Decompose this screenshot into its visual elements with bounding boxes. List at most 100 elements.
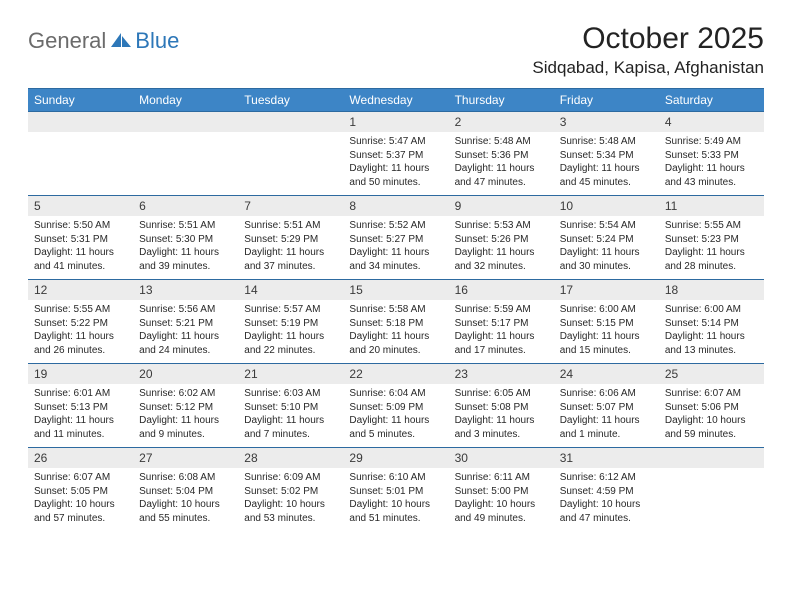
sunrise-text: Sunrise: 5:57 AM: [244, 303, 337, 317]
sunset-text: Sunset: 5:23 PM: [665, 233, 758, 247]
sunset-text: Sunset: 5:15 PM: [560, 317, 653, 331]
day-header-row: Sunday Monday Tuesday Wednesday Thursday…: [28, 89, 764, 112]
day-detail: [133, 132, 238, 196]
sunset-text: Sunset: 5:19 PM: [244, 317, 337, 331]
sunset-text: Sunset: 5:04 PM: [139, 485, 232, 499]
sunset-text: Sunset: 5:07 PM: [560, 401, 653, 415]
daylight-text: Daylight: 11 hours and 5 minutes.: [349, 414, 442, 441]
logo-sail-icon: [110, 32, 132, 48]
day-header: Wednesday: [343, 89, 448, 112]
daynum-row: 567891011: [28, 196, 764, 217]
sunset-text: Sunset: 5:14 PM: [665, 317, 758, 331]
day-number: 11: [659, 196, 764, 217]
day-detail: Sunrise: 6:04 AMSunset: 5:09 PMDaylight:…: [343, 384, 448, 448]
day-number: 3: [554, 112, 659, 133]
sunset-text: Sunset: 5:12 PM: [139, 401, 232, 415]
sunrise-text: Sunrise: 6:03 AM: [244, 387, 337, 401]
day-header: Sunday: [28, 89, 133, 112]
sunrise-text: Sunrise: 6:04 AM: [349, 387, 442, 401]
sunrise-text: Sunrise: 5:47 AM: [349, 135, 442, 149]
daynum-row: 12131415161718: [28, 280, 764, 301]
sunset-text: Sunset: 5:00 PM: [455, 485, 548, 499]
day-detail: Sunrise: 6:05 AMSunset: 5:08 PMDaylight:…: [449, 384, 554, 448]
day-number: 17: [554, 280, 659, 301]
sunrise-text: Sunrise: 6:05 AM: [455, 387, 548, 401]
day-detail: [238, 132, 343, 196]
day-detail: [659, 468, 764, 531]
sunrise-text: Sunrise: 5:49 AM: [665, 135, 758, 149]
day-detail: Sunrise: 5:55 AMSunset: 5:22 PMDaylight:…: [28, 300, 133, 364]
sunrise-text: Sunrise: 5:52 AM: [349, 219, 442, 233]
day-detail: Sunrise: 6:01 AMSunset: 5:13 PMDaylight:…: [28, 384, 133, 448]
day-header: Saturday: [659, 89, 764, 112]
day-detail: Sunrise: 5:52 AMSunset: 5:27 PMDaylight:…: [343, 216, 448, 280]
day-number: 10: [554, 196, 659, 217]
sunset-text: Sunset: 4:59 PM: [560, 485, 653, 499]
detail-row: Sunrise: 5:47 AMSunset: 5:37 PMDaylight:…: [28, 132, 764, 196]
sunset-text: Sunset: 5:06 PM: [665, 401, 758, 415]
month-title: October 2025: [532, 22, 764, 56]
day-detail: Sunrise: 6:06 AMSunset: 5:07 PMDaylight:…: [554, 384, 659, 448]
sunrise-text: Sunrise: 5:48 AM: [455, 135, 548, 149]
sunrise-text: Sunrise: 5:50 AM: [34, 219, 127, 233]
day-detail: Sunrise: 5:54 AMSunset: 5:24 PMDaylight:…: [554, 216, 659, 280]
logo: General Blue: [28, 28, 179, 54]
daylight-text: Daylight: 11 hours and 17 minutes.: [455, 330, 548, 357]
calendar-table: Sunday Monday Tuesday Wednesday Thursday…: [28, 88, 764, 531]
day-detail: Sunrise: 5:48 AMSunset: 5:36 PMDaylight:…: [449, 132, 554, 196]
sunrise-text: Sunrise: 6:00 AM: [560, 303, 653, 317]
sunset-text: Sunset: 5:33 PM: [665, 149, 758, 163]
header: General Blue October 2025 Sidqabad, Kapi…: [28, 22, 764, 78]
day-number: 13: [133, 280, 238, 301]
daylight-text: Daylight: 11 hours and 7 minutes.: [244, 414, 337, 441]
day-detail: Sunrise: 5:48 AMSunset: 5:34 PMDaylight:…: [554, 132, 659, 196]
day-number: 6: [133, 196, 238, 217]
day-number: 20: [133, 364, 238, 385]
day-detail: Sunrise: 5:58 AMSunset: 5:18 PMDaylight:…: [343, 300, 448, 364]
daynum-row: 1234: [28, 112, 764, 133]
day-number: [238, 112, 343, 133]
sunrise-text: Sunrise: 5:54 AM: [560, 219, 653, 233]
day-number: 31: [554, 448, 659, 469]
day-number: 7: [238, 196, 343, 217]
day-number: 1: [343, 112, 448, 133]
daylight-text: Daylight: 11 hours and 41 minutes.: [34, 246, 127, 273]
title-block: October 2025 Sidqabad, Kapisa, Afghanist…: [532, 22, 764, 78]
day-detail: Sunrise: 5:47 AMSunset: 5:37 PMDaylight:…: [343, 132, 448, 196]
sunrise-text: Sunrise: 6:11 AM: [455, 471, 548, 485]
daylight-text: Daylight: 11 hours and 20 minutes.: [349, 330, 442, 357]
day-detail: Sunrise: 6:07 AMSunset: 5:06 PMDaylight:…: [659, 384, 764, 448]
sunrise-text: Sunrise: 5:55 AM: [665, 219, 758, 233]
sunset-text: Sunset: 5:30 PM: [139, 233, 232, 247]
day-detail: Sunrise: 5:51 AMSunset: 5:29 PMDaylight:…: [238, 216, 343, 280]
day-number: 26: [28, 448, 133, 469]
day-number: 4: [659, 112, 764, 133]
daylight-text: Daylight: 11 hours and 30 minutes.: [560, 246, 653, 273]
daylight-text: Daylight: 10 hours and 49 minutes.: [455, 498, 548, 525]
sunset-text: Sunset: 5:02 PM: [244, 485, 337, 499]
sunset-text: Sunset: 5:10 PM: [244, 401, 337, 415]
sunrise-text: Sunrise: 5:53 AM: [455, 219, 548, 233]
day-number: 28: [238, 448, 343, 469]
sunset-text: Sunset: 5:18 PM: [349, 317, 442, 331]
day-detail: Sunrise: 6:10 AMSunset: 5:01 PMDaylight:…: [343, 468, 448, 531]
sunrise-text: Sunrise: 5:51 AM: [244, 219, 337, 233]
sunrise-text: Sunrise: 6:06 AM: [560, 387, 653, 401]
day-detail: Sunrise: 5:51 AMSunset: 5:30 PMDaylight:…: [133, 216, 238, 280]
day-detail: Sunrise: 5:59 AMSunset: 5:17 PMDaylight:…: [449, 300, 554, 364]
day-detail: Sunrise: 5:53 AMSunset: 5:26 PMDaylight:…: [449, 216, 554, 280]
daylight-text: Daylight: 11 hours and 26 minutes.: [34, 330, 127, 357]
day-detail: Sunrise: 6:00 AMSunset: 5:14 PMDaylight:…: [659, 300, 764, 364]
day-header: Thursday: [449, 89, 554, 112]
sunrise-text: Sunrise: 6:10 AM: [349, 471, 442, 485]
sunset-text: Sunset: 5:22 PM: [34, 317, 127, 331]
sunset-text: Sunset: 5:24 PM: [560, 233, 653, 247]
daynum-row: 262728293031: [28, 448, 764, 469]
day-number: 18: [659, 280, 764, 301]
day-detail: Sunrise: 5:50 AMSunset: 5:31 PMDaylight:…: [28, 216, 133, 280]
detail-row: Sunrise: 5:50 AMSunset: 5:31 PMDaylight:…: [28, 216, 764, 280]
daylight-text: Daylight: 11 hours and 13 minutes.: [665, 330, 758, 357]
sunset-text: Sunset: 5:26 PM: [455, 233, 548, 247]
day-number: 25: [659, 364, 764, 385]
day-number: 16: [449, 280, 554, 301]
